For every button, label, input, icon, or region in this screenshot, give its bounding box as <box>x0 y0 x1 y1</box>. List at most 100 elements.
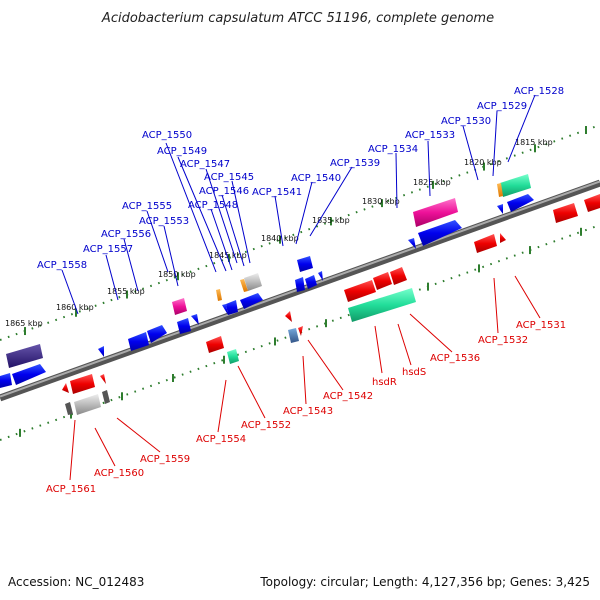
gene-feature[interactable] <box>344 280 376 302</box>
gene-label[interactable]: ACP_1548 <box>188 200 238 211</box>
top-gene-labels: ACP_1528 ACP_1529 ACP_1530 ACP_1533 ACP_… <box>37 86 564 271</box>
gene-feature[interactable] <box>98 346 104 357</box>
gene-feature[interactable] <box>102 390 110 404</box>
gene-feature[interactable] <box>0 373 12 388</box>
tick-label: 1825 kbp <box>413 178 451 187</box>
tick-rows <box>0 124 600 441</box>
gene-feature[interactable] <box>240 293 263 309</box>
gene-label[interactable]: ACP_1540 <box>291 173 341 184</box>
gene-label[interactable]: ACP_1531 <box>516 320 566 331</box>
gene-label[interactable]: ACP_1556 <box>101 229 151 240</box>
gene-feature[interactable] <box>348 288 416 322</box>
tick-labels: 1815 kbp 1820 kbp 1825 kbp 1830 kbp 1835… <box>5 138 553 328</box>
gene-feature[interactable] <box>553 203 578 223</box>
gene-feature[interactable] <box>70 374 95 394</box>
bottom-gene-labels: ACP_1531 ACP_1532 ACP_1536 hsdS hsdR ACP… <box>46 320 566 495</box>
tick-label: 1820 kbp <box>464 158 502 167</box>
gene-feature[interactable] <box>507 194 534 212</box>
tick-label: 1850 kbp <box>158 270 196 279</box>
gene-label[interactable]: ACP_1559 <box>140 454 190 465</box>
gene-label[interactable]: ACP_1547 <box>180 159 230 170</box>
gene-label[interactable]: ACP_1534 <box>368 144 418 155</box>
gene-label[interactable]: ACP_1561 <box>46 484 96 495</box>
gene-feature[interactable] <box>500 233 506 243</box>
gene-feature[interactable] <box>408 238 416 249</box>
tick-label: 1855 kbp <box>107 287 145 296</box>
gene-label[interactable]: ACP_1555 <box>122 201 172 212</box>
gene-feature[interactable] <box>227 349 239 364</box>
gene-feature[interactable] <box>297 256 313 272</box>
gene-feature[interactable] <box>222 304 228 315</box>
gene-label[interactable]: ACP_1542 <box>323 391 373 402</box>
gene-label[interactable]: ACP_1533 <box>405 130 455 141</box>
gene-feature[interactable] <box>128 332 149 351</box>
gene-feature[interactable] <box>418 220 462 246</box>
gene-label[interactable]: hsdR <box>372 377 397 388</box>
gene-feature[interactable] <box>318 271 323 281</box>
gene-feature[interactable] <box>295 277 305 292</box>
gene-feature[interactable] <box>240 279 248 292</box>
gene-feature[interactable] <box>584 194 600 212</box>
gene-feature[interactable] <box>65 402 73 415</box>
gene-feature[interactable] <box>100 374 106 384</box>
gene-label[interactable]: ACP_1528 <box>514 86 564 97</box>
accession-text: Accession: NC_012483 <box>8 575 144 589</box>
gene-feature[interactable] <box>288 328 299 343</box>
gene-feature[interactable] <box>206 336 224 353</box>
gene-label[interactable]: ACP_1546 <box>199 186 249 197</box>
gene-label[interactable]: ACP_1560 <box>94 468 144 479</box>
top-leader-lines <box>61 94 536 315</box>
gene-label[interactable]: ACP_1532 <box>478 335 528 346</box>
gene-feature[interactable] <box>285 311 292 322</box>
tick-label: 1860 kbp <box>56 303 94 312</box>
gene-feature[interactable] <box>12 364 46 385</box>
genome-summary-text: Topology: circular; Length: 4,127,356 bp… <box>259 575 590 589</box>
major-ticks <box>19 126 587 437</box>
gene-feature[interactable] <box>177 318 191 334</box>
gene-feature[interactable] <box>373 272 392 290</box>
gene-feature[interactable] <box>497 183 503 197</box>
gene-label[interactable]: ACP_1550 <box>142 130 192 141</box>
gene-feature[interactable] <box>172 298 187 315</box>
gene-feature[interactable] <box>390 267 407 285</box>
gene-feature[interactable] <box>497 204 503 214</box>
tick-label: 1835 kbp <box>312 216 350 225</box>
bottom-leader-lines <box>69 275 541 481</box>
gene-feature[interactable] <box>298 326 303 336</box>
gene-feature[interactable] <box>62 383 69 393</box>
gene-label[interactable]: ACP_1539 <box>330 158 380 169</box>
gene-feature[interactable] <box>305 275 317 289</box>
reverse-strand-features <box>62 194 600 415</box>
gene-label[interactable]: ACP_1530 <box>441 116 491 127</box>
gene-label[interactable]: ACP_1529 <box>477 101 527 112</box>
gene-feature[interactable] <box>6 344 43 368</box>
gene-label[interactable]: ACP_1545 <box>204 172 254 183</box>
gene-feature[interactable] <box>500 174 531 197</box>
map-title: Acidobacterium capsulatum ATCC 51196, co… <box>101 11 494 26</box>
gene-feature[interactable] <box>244 273 262 291</box>
gene-label[interactable]: ACP_1554 <box>196 434 246 445</box>
gene-feature[interactable] <box>216 289 222 301</box>
gene-feature[interactable] <box>191 314 199 325</box>
gene-label[interactable]: ACP_1552 <box>241 420 291 431</box>
gene-label[interactable]: hsdS <box>402 367 426 378</box>
gene-feature[interactable] <box>474 234 497 253</box>
tick-label: 1815 kbp <box>515 138 553 147</box>
gene-feature[interactable] <box>413 198 458 227</box>
gene-label[interactable]: ACP_1557 <box>83 244 133 255</box>
gene-label[interactable]: ACP_1549 <box>157 146 207 157</box>
tick-label: 1845 kbp <box>209 251 247 260</box>
forward-strand-features <box>0 174 534 388</box>
gene-label[interactable]: ACP_1541 <box>252 187 302 198</box>
gene-feature[interactable] <box>74 394 101 415</box>
gene-label[interactable]: ACP_1553 <box>139 216 189 227</box>
gene-feature[interactable] <box>147 325 167 343</box>
gene-label[interactable]: ACP_1543 <box>283 406 333 417</box>
tick-label: 1840 kbp <box>261 234 299 243</box>
tick-label: 1830 kbp <box>362 197 400 206</box>
gene-label[interactable]: ACP_1536 <box>430 353 480 364</box>
gene-label[interactable]: ACP_1558 <box>37 260 87 271</box>
tick-label: 1865 kbp <box>5 319 43 328</box>
gene-feature[interactable] <box>226 300 238 315</box>
